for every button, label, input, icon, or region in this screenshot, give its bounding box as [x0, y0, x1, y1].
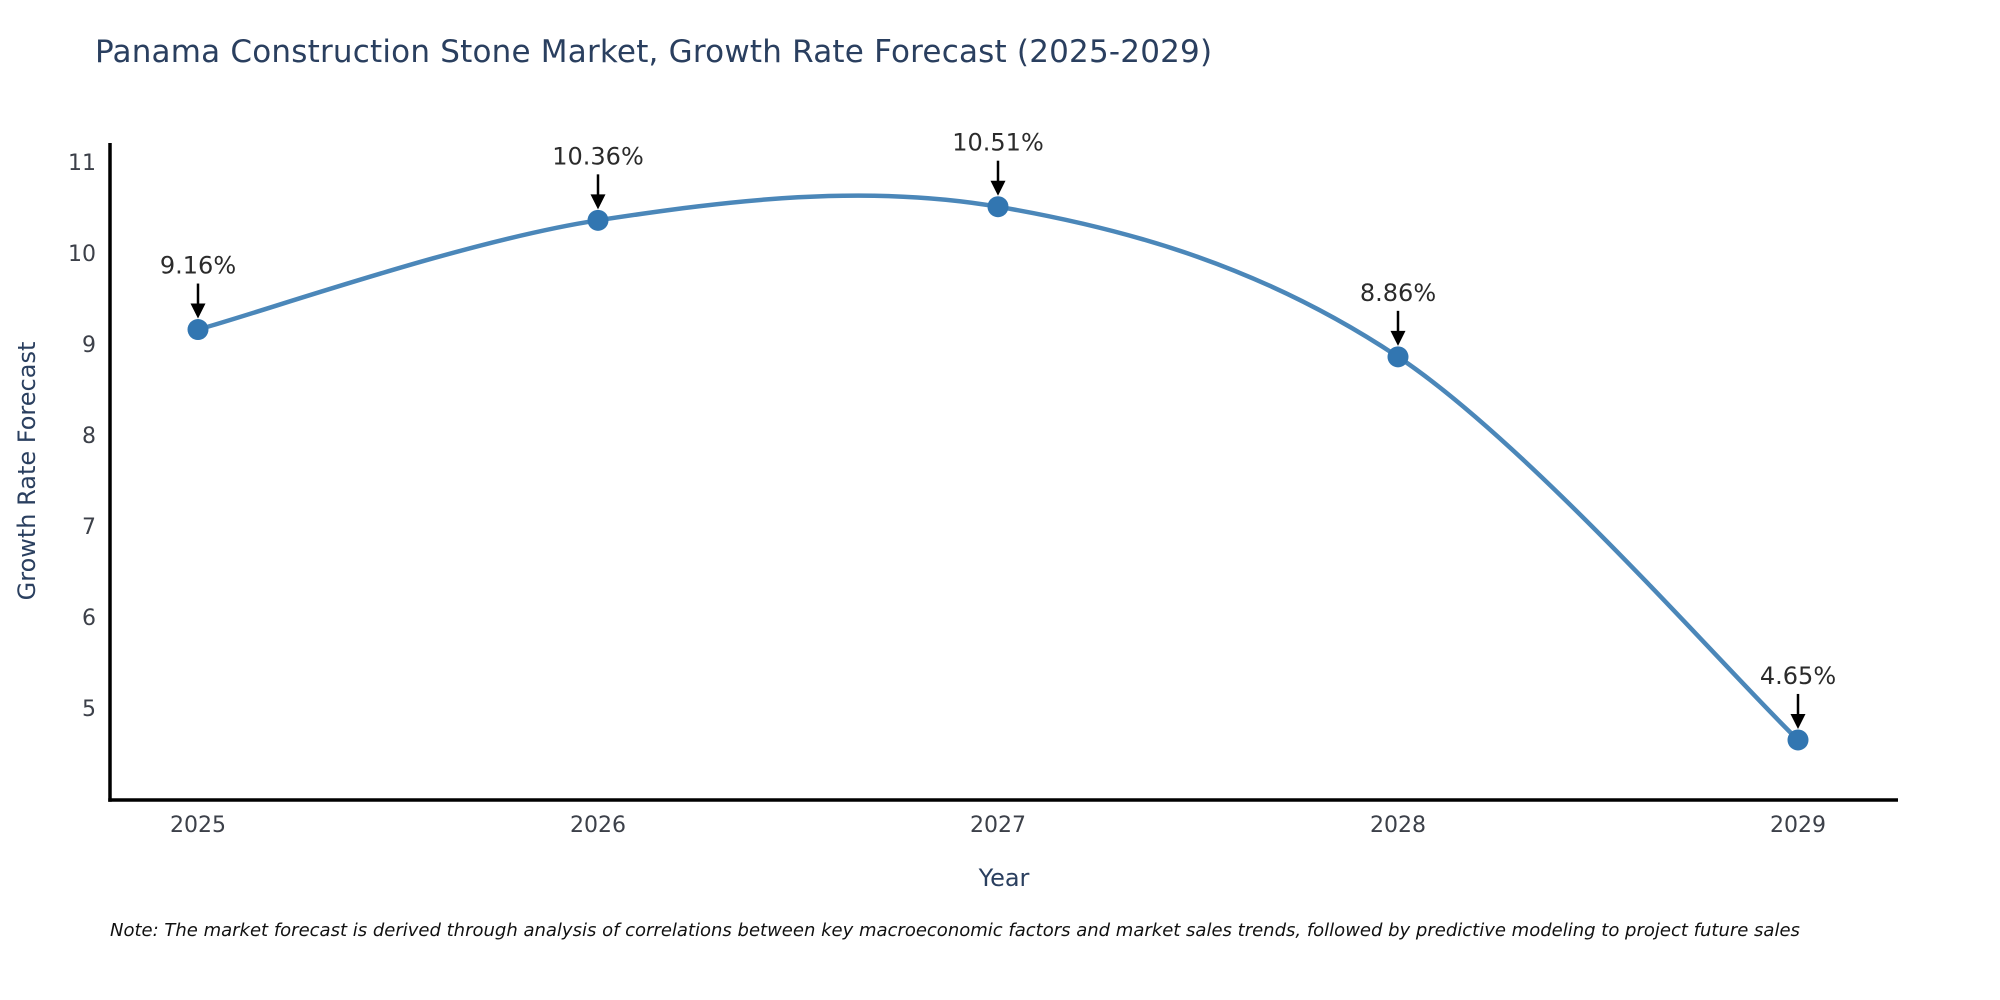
- data-point-marker: [1787, 729, 1809, 751]
- series-line: [195, 193, 1801, 743]
- x-tick-label: 2029: [1770, 813, 1826, 838]
- annotation-arrowhead: [190, 303, 206, 319]
- annotation-arrowhead: [590, 194, 606, 210]
- data-point-marker: [587, 209, 609, 231]
- data-point-marker: [1387, 346, 1409, 368]
- x-tick-label: 2027: [970, 813, 1026, 838]
- chart-title: Panama Construction Stone Market, Growth…: [95, 34, 1213, 70]
- annotation-arrowhead: [990, 180, 1006, 196]
- annotation-label: 8.86%: [1360, 279, 1436, 307]
- y-tick-label: 8: [82, 424, 96, 449]
- y-tick-label: 11: [68, 151, 96, 176]
- x-axis-title: Year: [978, 864, 1030, 892]
- x-tick-label: 2026: [570, 813, 626, 838]
- annotation-arrowhead: [1790, 713, 1806, 729]
- annotation-label: 4.65%: [1760, 662, 1836, 690]
- y-tick-label: 10: [68, 242, 96, 267]
- y-tick-label: 7: [82, 515, 96, 540]
- annotation-arrowhead: [1390, 330, 1406, 346]
- x-tick-label: 2025: [170, 813, 226, 838]
- data-point-marker: [187, 319, 209, 341]
- x-tick-label: 2028: [1370, 813, 1426, 838]
- annotation-label: 10.51%: [952, 129, 1044, 157]
- annotation-label: 10.36%: [552, 142, 644, 170]
- y-tick-label: 5: [82, 697, 96, 722]
- y-tick-label: 9: [82, 333, 96, 358]
- y-tick-label: 6: [82, 606, 96, 631]
- data-point-marker: [987, 196, 1009, 218]
- annotation-label: 9.16%: [160, 252, 236, 280]
- footnote: Note: The market forecast is derived thr…: [110, 920, 1800, 941]
